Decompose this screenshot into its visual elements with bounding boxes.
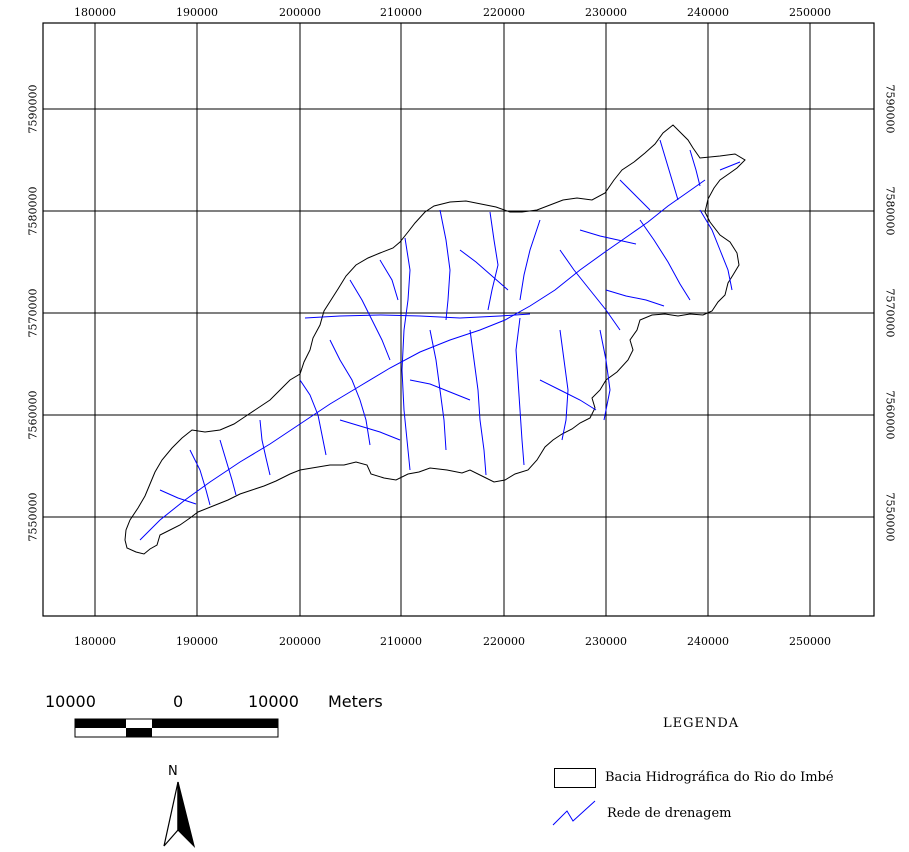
legend-label-drainage: Rede de drenagem — [607, 806, 732, 821]
north-arrow-icon — [163, 781, 196, 848]
scale-label-zero: 0 — [173, 692, 184, 711]
x-tick-top: 200000 — [279, 6, 321, 19]
graticule — [43, 23, 874, 616]
x-tick-bottom: 240000 — [687, 635, 729, 648]
scale-bar-graphic — [74, 718, 279, 738]
x-tick-top: 220000 — [483, 6, 525, 19]
x-tick-top: 180000 — [74, 6, 116, 19]
y-tick-left: 7560000 — [26, 390, 40, 440]
y-tick-right: 7570000 — [883, 288, 897, 338]
x-tick-bottom: 220000 — [483, 635, 525, 648]
polygon-swatch-icon — [554, 768, 596, 788]
legend-label-basin: Bacia Hidrográfica do Rio do Imbé — [605, 770, 834, 785]
legend-title: LEGENDA — [663, 716, 740, 731]
y-tick-right: 7550000 — [883, 492, 897, 542]
x-tick-top: 210000 — [380, 6, 422, 19]
x-tick-bottom: 250000 — [789, 635, 831, 648]
x-tick-top: 240000 — [687, 6, 729, 19]
scale-units: Meters — [328, 692, 383, 711]
y-tick-left: 7580000 — [26, 186, 40, 236]
y-tick-right: 7560000 — [883, 390, 897, 440]
line-swatch-icon — [552, 800, 596, 826]
y-tick-left: 7590000 — [26, 84, 40, 134]
scale-label-right: 10000 — [248, 692, 299, 711]
x-tick-bottom: 210000 — [380, 635, 422, 648]
map-border — [42, 22, 875, 617]
north-letter: N — [168, 764, 178, 779]
y-tick-left: 7550000 — [26, 492, 40, 542]
scale-label-left: 10000 — [45, 692, 96, 711]
x-tick-bottom: 180000 — [74, 635, 116, 648]
drainage-network — [139, 139, 741, 541]
x-tick-top: 230000 — [585, 6, 627, 19]
x-tick-bottom: 200000 — [279, 635, 321, 648]
basin-boundary — [124, 124, 746, 555]
x-tick-bottom: 190000 — [176, 635, 218, 648]
x-tick-top: 250000 — [789, 6, 831, 19]
y-tick-right: 7580000 — [883, 186, 897, 236]
y-tick-left: 7570000 — [26, 288, 40, 338]
y-tick-right: 7590000 — [883, 84, 897, 134]
x-tick-top: 190000 — [176, 6, 218, 19]
x-tick-bottom: 230000 — [585, 635, 627, 648]
